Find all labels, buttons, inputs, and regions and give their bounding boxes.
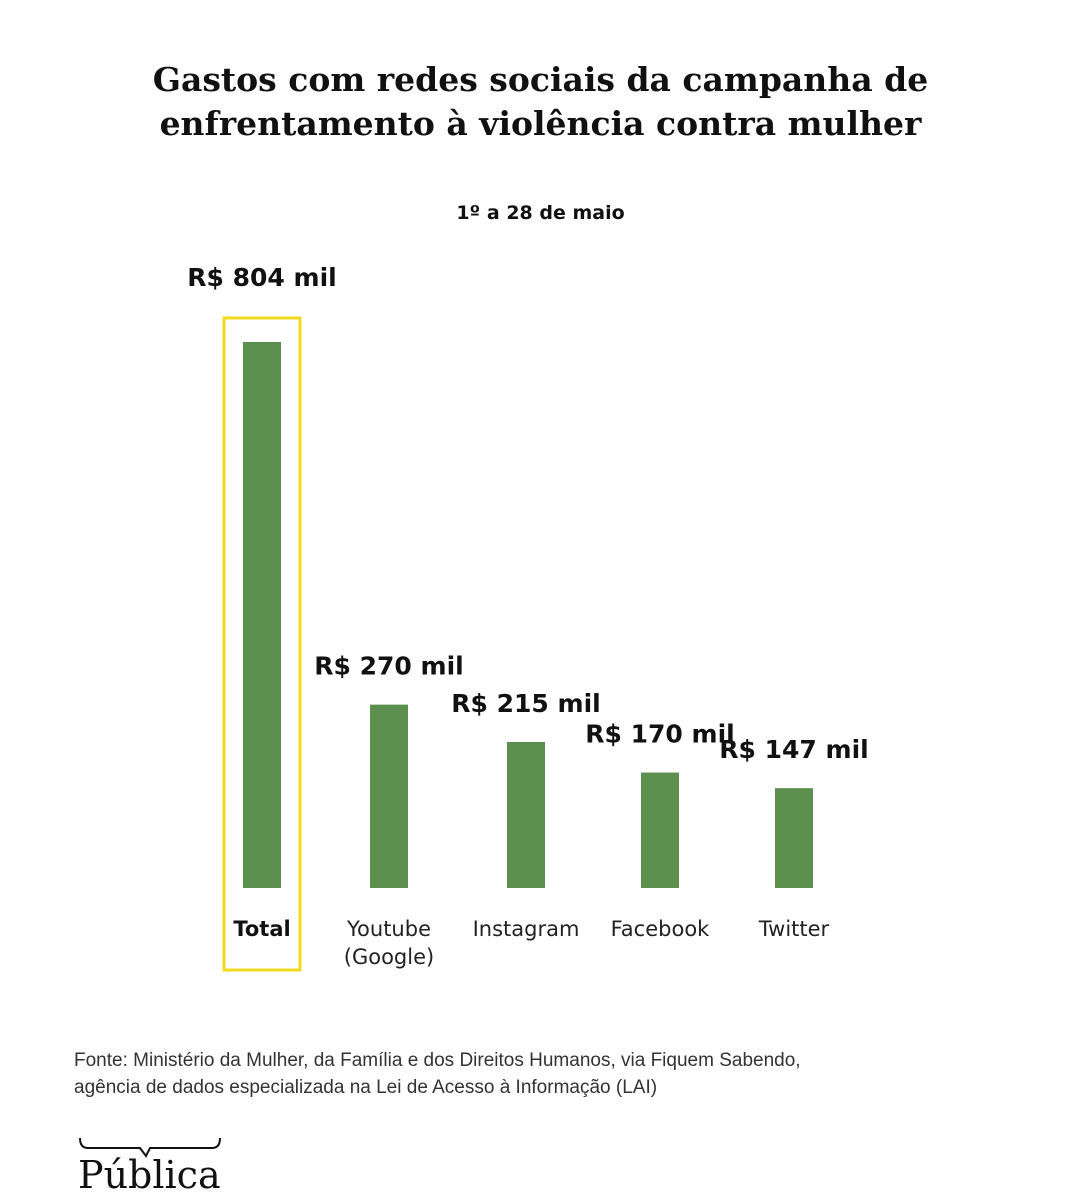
category-label-instagram: Instagram — [473, 917, 580, 941]
bar-instagram — [507, 741, 545, 888]
source-line-1: Fonte: Ministério da Mulher, da Família … — [74, 1050, 801, 1071]
chart-title: Gastos com redes sociais da campanha de … — [0, 58, 1081, 146]
category-label-facebook: Facebook — [611, 917, 711, 941]
value-label-twitter: R$ 147 mil — [719, 735, 868, 764]
speech-bracket-icon — [79, 1137, 221, 1158]
brand-name: Pública — [78, 1153, 221, 1197]
category-label-total: Total — [233, 917, 290, 941]
value-label-youtube: R$ 270 mil — [314, 652, 463, 681]
source-line-2: agência de dados especializada na Lei de… — [74, 1077, 658, 1098]
value-label-facebook: R$ 170 mil — [585, 720, 734, 749]
category-label-youtube-2: (Google) — [344, 945, 434, 969]
category-label-twitter: Twitter — [758, 917, 830, 941]
bar-chart: R$ 804 mil Total R$ 270 mil Youtube (Google)… — [187, 263, 869, 972]
bar-facebook — [641, 772, 679, 888]
highlight-frame — [222, 316, 302, 972]
bar-youtube — [370, 704, 408, 888]
category-label-youtube-1: Youtube — [346, 917, 431, 941]
value-label-total: R$ 804 mil — [187, 263, 336, 292]
publica-logo: Pública — [74, 1130, 224, 1200]
chart-subtitle: 1º a 28 de maio — [456, 202, 625, 224]
chart-title-line-1: Gastos com redes sociais da campanha de — [152, 60, 929, 99]
bar-twitter — [775, 788, 813, 888]
value-label-instagram: R$ 215 mil — [451, 689, 600, 718]
chart-title-line-2: enfrentamento à violência contra mulher — [159, 104, 922, 143]
source-note: Fonte: Ministério da Mulher, da Família … — [74, 1047, 1024, 1101]
bar-total — [243, 342, 281, 888]
